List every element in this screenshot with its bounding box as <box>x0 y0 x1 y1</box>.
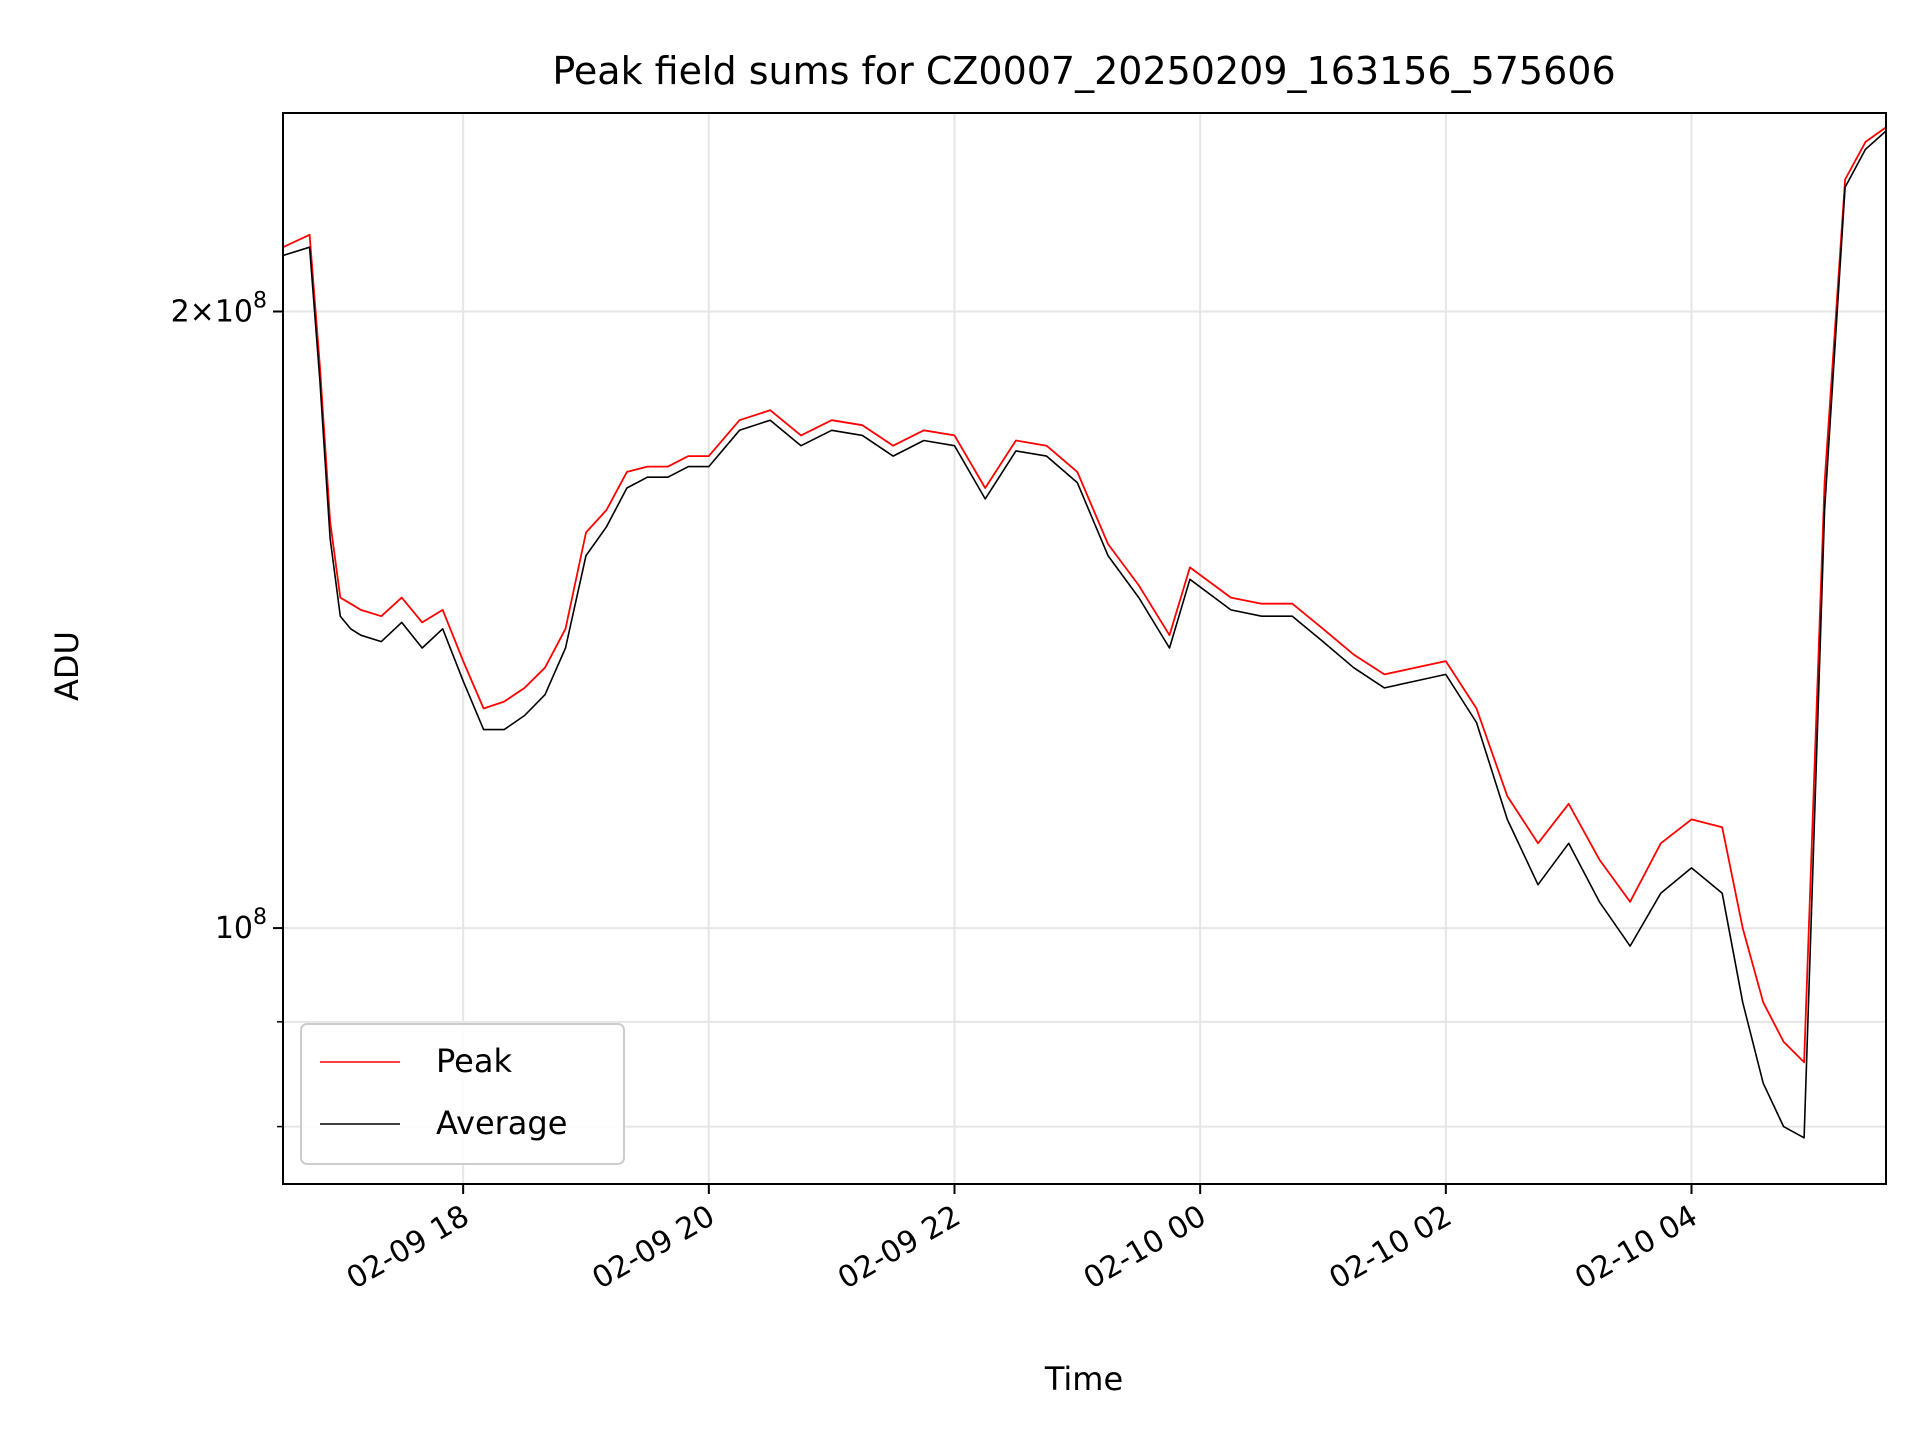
legend: Peak Average <box>300 1023 625 1165</box>
legend-label-average: Average <box>436 1104 567 1142</box>
series-line-peak <box>282 126 1887 1064</box>
grid <box>283 113 1886 1184</box>
x-tick-label: 02-09 20 <box>587 1199 721 1297</box>
x-tick-label: 02-09 18 <box>341 1199 475 1297</box>
x-tick-label: 02-10 00 <box>1078 1199 1212 1297</box>
x-tick-label: 02-10 02 <box>1324 1199 1458 1297</box>
y-axis-label: ADU <box>48 631 86 701</box>
legend-box <box>300 1023 625 1165</box>
y-axis-ticks: 108 2×108 <box>171 288 283 1128</box>
x-tick-label: 02-10 04 <box>1569 1199 1703 1297</box>
series-peak <box>282 126 1887 1064</box>
series-average <box>282 130 1887 1139</box>
plot-frame <box>282 112 1887 1185</box>
x-axis-ticks: 02-09 18 02-09 20 02-09 22 02-10 00 02-10 02… <box>341 1184 1704 1296</box>
x-axis-label: Time <box>1044 1360 1123 1398</box>
y-tick-label: 108 <box>215 905 267 946</box>
chart-title: Peak field sums for CZ0007_20250209_1631… <box>552 49 1615 93</box>
legend-label-peak: Peak <box>436 1042 512 1080</box>
series-line-average <box>282 130 1887 1139</box>
y-tick-label: 2×108 <box>171 288 267 329</box>
x-tick-label: 02-09 22 <box>832 1199 966 1297</box>
